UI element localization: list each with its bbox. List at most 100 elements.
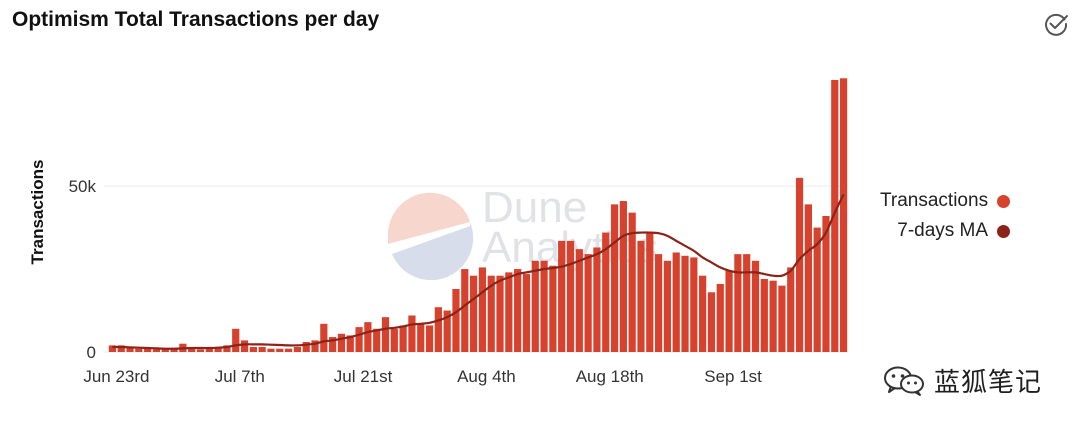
y-axis-title: Transactions bbox=[28, 160, 47, 265]
bar-1 bbox=[117, 345, 125, 352]
bar-63 bbox=[663, 260, 672, 352]
bar-42 bbox=[478, 267, 487, 352]
bar-52 bbox=[566, 240, 575, 352]
bar-68 bbox=[707, 292, 716, 352]
dune-logo-top bbox=[387, 192, 470, 244]
bar-80 bbox=[813, 227, 821, 352]
bar-18 bbox=[267, 348, 275, 352]
bar-76 bbox=[778, 285, 786, 352]
legend-dot-transactions bbox=[997, 194, 1011, 208]
legend-label-7-days-ma: 7-days MA bbox=[897, 220, 989, 241]
bar-78 bbox=[795, 177, 804, 352]
bar-60 bbox=[637, 240, 645, 352]
bar-77 bbox=[787, 267, 795, 352]
bar-40 bbox=[461, 269, 469, 352]
bar-41 bbox=[469, 275, 478, 352]
bar-65 bbox=[681, 255, 689, 352]
bar-43 bbox=[487, 275, 495, 352]
bar-72 bbox=[743, 254, 751, 352]
dune-logo-bottom bbox=[392, 222, 474, 281]
bar-56 bbox=[602, 232, 610, 352]
legend-label-transactions: Transactions bbox=[880, 190, 989, 211]
bar-39 bbox=[452, 288, 460, 352]
bar-59 bbox=[628, 212, 636, 352]
bar-11 bbox=[205, 348, 213, 352]
bar-0 bbox=[108, 345, 117, 352]
bar-23 bbox=[311, 340, 319, 352]
bar-66 bbox=[690, 257, 698, 352]
bar-58 bbox=[619, 201, 627, 352]
bar-83 bbox=[839, 78, 848, 352]
legend-dot-7-days-ma bbox=[997, 224, 1011, 238]
bar-9 bbox=[188, 347, 196, 352]
bar-30 bbox=[373, 328, 381, 352]
bar-10 bbox=[196, 349, 205, 352]
wechat-icon bbox=[884, 366, 924, 396]
bar-38 bbox=[443, 310, 451, 352]
bar-47 bbox=[522, 274, 531, 352]
page-title: Optimism Total Transactions per day bbox=[12, 8, 380, 31]
bar-82 bbox=[831, 79, 839, 352]
bar-44 bbox=[496, 275, 504, 352]
bar-75 bbox=[769, 280, 777, 352]
bar-49 bbox=[540, 260, 548, 352]
bar-37 bbox=[434, 307, 442, 352]
bar-7 bbox=[170, 348, 178, 352]
bar-57 bbox=[610, 204, 619, 352]
bar-36 bbox=[425, 325, 434, 352]
x-tick-label-4: Aug 18th bbox=[576, 367, 644, 386]
dune-logo-text-1: Dune bbox=[482, 183, 587, 232]
bar-46 bbox=[514, 269, 522, 352]
wechat-watermark: 蓝狐笔记 bbox=[882, 362, 1042, 399]
bar-50 bbox=[549, 265, 557, 352]
bar-53 bbox=[575, 249, 583, 352]
bar-20 bbox=[284, 348, 293, 352]
ma-line bbox=[112, 193, 845, 350]
bar-35 bbox=[417, 323, 425, 352]
bar-33 bbox=[399, 325, 407, 352]
x-tick-label-1: Jul 7th bbox=[215, 367, 265, 386]
bar-15 bbox=[240, 340, 249, 352]
y-tick-label-0: 0 bbox=[87, 343, 96, 362]
bar-17 bbox=[258, 347, 266, 352]
bar-3 bbox=[135, 348, 143, 352]
check-circle-icon[interactable] bbox=[1042, 10, 1070, 38]
bar-54 bbox=[584, 254, 592, 352]
bar-79 bbox=[804, 204, 812, 352]
bar-31 bbox=[381, 317, 390, 352]
bar-29 bbox=[364, 322, 372, 352]
chart-legend: Transactions 7-days MA bbox=[880, 186, 1011, 246]
bar-67 bbox=[699, 275, 707, 352]
x-tick-label-2: Jul 21st bbox=[334, 367, 393, 386]
bar-28 bbox=[355, 327, 363, 352]
bar-62 bbox=[654, 254, 663, 352]
bar-73 bbox=[751, 260, 760, 352]
y-tick-label-1: 50k bbox=[69, 177, 97, 196]
bar-25 bbox=[329, 337, 337, 352]
legend-item-transactions[interactable]: Transactions bbox=[880, 186, 1011, 216]
bar-6 bbox=[161, 348, 169, 352]
bar-27 bbox=[346, 335, 354, 352]
bar-5 bbox=[152, 349, 161, 352]
bar-4 bbox=[144, 348, 152, 352]
x-tick-label-3: Aug 4th bbox=[457, 367, 516, 386]
bar-22 bbox=[302, 342, 310, 352]
bar-14 bbox=[232, 328, 240, 352]
bar-69 bbox=[716, 283, 724, 352]
bar-70 bbox=[725, 270, 733, 352]
bar-61 bbox=[646, 232, 654, 352]
x-tick-label-0: Jun 23rd bbox=[83, 367, 149, 386]
bar-34 bbox=[408, 315, 416, 352]
bar-45 bbox=[505, 272, 513, 352]
legend-item-7-days-ma[interactable]: 7-days MA bbox=[880, 216, 1011, 246]
bar-12 bbox=[214, 348, 222, 352]
bar-74 bbox=[760, 279, 768, 352]
bar-16 bbox=[249, 347, 257, 352]
x-tick-label-5: Sep 1st bbox=[704, 367, 762, 386]
bar-55 bbox=[593, 247, 601, 352]
bar-21 bbox=[293, 347, 302, 352]
bar-24 bbox=[320, 323, 328, 352]
bar-19 bbox=[276, 348, 284, 352]
bar-13 bbox=[223, 345, 231, 352]
